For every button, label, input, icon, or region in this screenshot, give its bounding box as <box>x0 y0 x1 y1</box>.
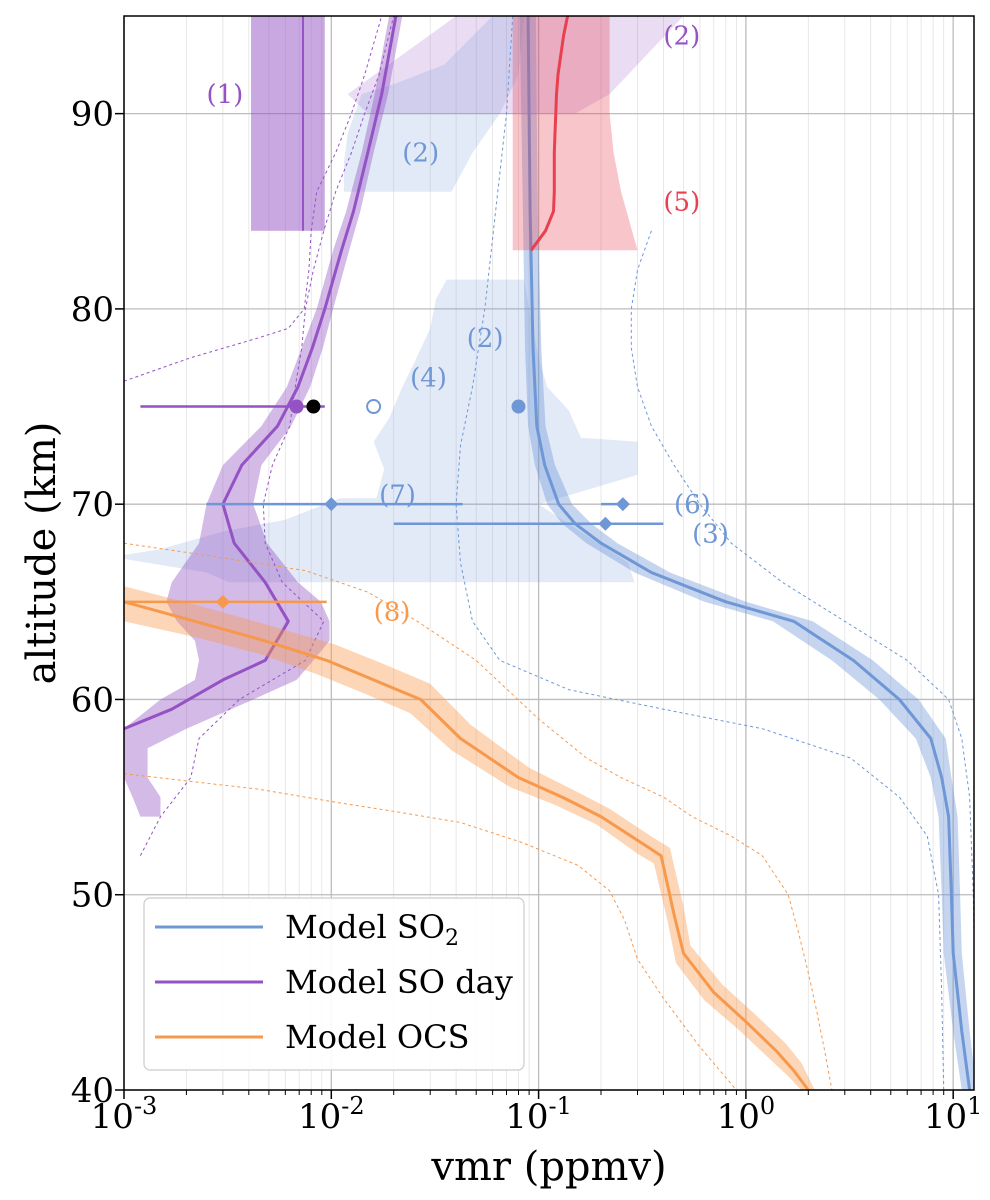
axis-ticks: 10-3 10-2 10-1 100 101 40 50 60 70 80 90 <box>71 95 983 1137</box>
y-tick-label: 90 <box>71 95 114 135</box>
x-axis-title: vmr (ppmv) <box>430 1144 666 1190</box>
legend-label-so2: Model SO2 <box>285 908 459 951</box>
red-model-line <box>529 16 570 252</box>
region-2-so2-2 <box>124 279 638 583</box>
y-tick-label: 80 <box>71 290 114 330</box>
annotation-1-0: (1) <box>206 80 243 110</box>
plot-frame <box>123 15 975 1091</box>
obs-diamond-7 <box>598 516 613 531</box>
y-tick-label: 50 <box>71 876 114 916</box>
obs-box-1 <box>251 16 325 231</box>
annotation-5-4: (5) <box>663 188 700 218</box>
so-model-line <box>124 16 398 731</box>
obs-point-1 <box>289 399 304 414</box>
obs-diamond-5 <box>324 497 339 512</box>
legend-label-ocs: Model OCS <box>285 1018 470 1056</box>
x-tick-label: 10-3 <box>91 1092 158 1137</box>
annotation-2-1: (2) <box>663 22 700 52</box>
so-uncertainty-band <box>124 16 403 817</box>
obs-point-4 <box>511 399 526 414</box>
x-tick-label: 100 <box>717 1092 776 1137</box>
legend: Model SO2 Model SO day Model OCS <box>143 897 525 1071</box>
x-tick-label: 10-1 <box>505 1092 572 1137</box>
region-2-so2-1 <box>343 16 524 192</box>
y-tick-label: 40 <box>71 1071 114 1111</box>
annotation-8-9: (8) <box>374 598 411 628</box>
red-uncertainty-band <box>512 16 638 251</box>
y-tick-label: 60 <box>71 680 114 720</box>
x-tick-label: 101 <box>924 1092 983 1137</box>
legend-label-so: Model SO day <box>285 963 513 1001</box>
annotation-6-7: (6) <box>674 490 711 520</box>
annotation-2-3: (2) <box>467 324 504 354</box>
region-2-so-0 <box>347 16 684 114</box>
x-tick-label: 10-2 <box>298 1092 365 1137</box>
so2-envelope-low <box>455 16 945 1090</box>
so2-model-line <box>526 16 972 1090</box>
obs-diamond-6 <box>615 497 630 512</box>
so2-uncertainty-band <box>519 16 974 1090</box>
ocs-envelope-low <box>124 773 737 1090</box>
ocs-envelope-high <box>124 542 833 1090</box>
obs-point-2 <box>306 399 321 414</box>
annotation-2-2: (2) <box>402 139 439 169</box>
y-tick-label: 70 <box>71 485 114 525</box>
legend-box <box>143 897 525 1071</box>
obs-open-point-3 <box>366 399 382 415</box>
so2-envelope-high <box>630 230 974 962</box>
so-envelope-high <box>124 16 383 382</box>
data-layer: (1) (2) (2) (2) (5) (4) (7) (6)(3) (8) <box>124 16 974 1090</box>
y-axis-title: altitude (km) <box>19 422 65 685</box>
annotation-3-8: (3) <box>692 519 729 549</box>
annotation-7-6: (7) <box>379 480 416 510</box>
obs-diamond-8 <box>215 594 230 609</box>
annotation-4-5: (4) <box>410 363 447 393</box>
ocs-model-line <box>124 600 810 1090</box>
